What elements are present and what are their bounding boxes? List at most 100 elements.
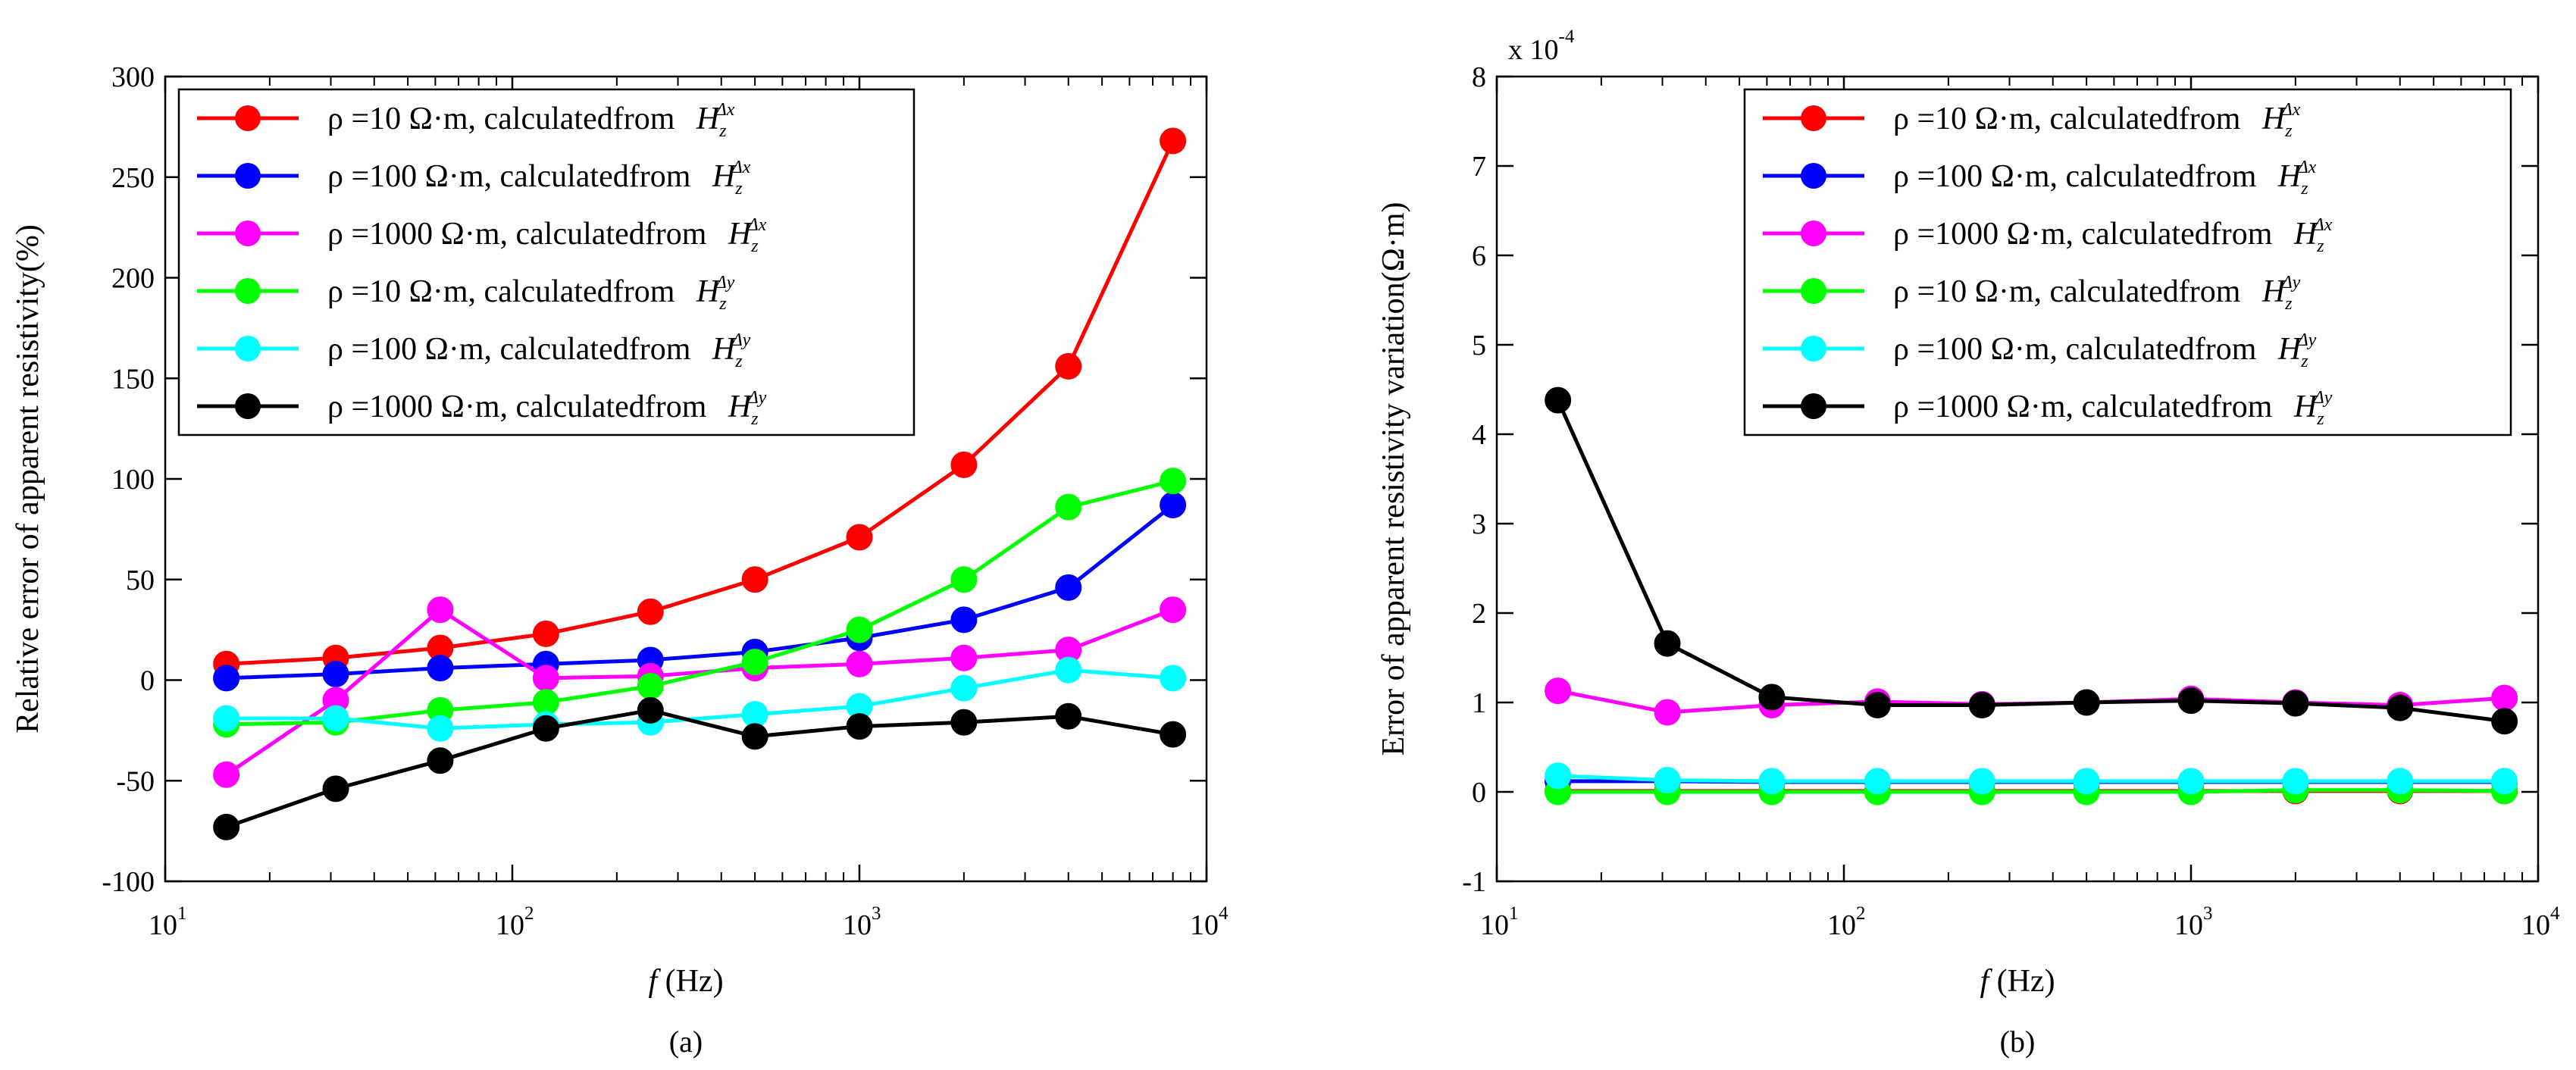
data-point: [1055, 656, 1082, 684]
legend-h-symbol: H: [688, 274, 721, 309]
series-line: [225, 608, 1174, 777]
data-point: [741, 649, 768, 676]
data-point: [427, 596, 454, 624]
legend-z-sub: z: [2284, 294, 2293, 314]
legend-z-sub: z: [734, 179, 743, 199]
data-point: [1968, 692, 1995, 719]
data-point: [1758, 684, 1786, 711]
legend-label: ρ =100 Ω·m, calculatedfrom Hz Δy: [327, 330, 751, 371]
data-point: [213, 761, 240, 788]
series-line: [1556, 399, 2505, 724]
data-point: [846, 524, 873, 551]
data-point: [532, 715, 559, 742]
data-point: [846, 650, 873, 677]
legend-h-symbol: H: [704, 159, 737, 194]
data-point: [427, 655, 454, 682]
legend-sup: Δy: [2281, 273, 2301, 293]
y-tick-label: -100: [102, 866, 155, 898]
legend-marker: [1801, 336, 1826, 361]
legend-h-symbol: H: [720, 390, 753, 424]
x-tick-label: 104: [2521, 903, 2560, 941]
legend-sup: Δy: [731, 330, 751, 350]
x-tick-base: 10: [149, 909, 177, 941]
data-point: [950, 644, 978, 671]
legend-z-sub: z: [750, 236, 759, 256]
y-multiplier-base: x 10: [1508, 34, 1559, 66]
data-point: [427, 715, 454, 742]
legend-label: ρ =100 Ω·m, calculatedfrom Hz Δy: [1893, 330, 2317, 371]
legend-h-symbol: H: [2286, 217, 2319, 252]
data-point: [2387, 768, 2414, 795]
y-tick-label: 1: [1472, 687, 1486, 719]
legend-label: ρ =100 Ω·m, calculatedfrom Hz Δx: [327, 158, 751, 199]
x-tick-exp: 4: [2550, 903, 2560, 924]
data-point: [1055, 702, 1082, 730]
data-point: [1864, 692, 1891, 719]
data-point: [2177, 768, 2205, 795]
y-tick-label: 0: [1472, 777, 1486, 809]
data-point: [1654, 630, 1681, 657]
x-axis-label: f (Hz): [1980, 964, 2055, 999]
y-tick-label: 200: [111, 263, 155, 295]
legend-sup: Δy: [715, 273, 735, 293]
legend-sup: Δx: [2313, 215, 2333, 235]
legend-h-symbol: H: [720, 217, 753, 252]
legend-label: ρ =10 Ω·m, calculatedfrom HzΔy: [1893, 273, 2301, 314]
legend-label: ρ =10 Ω·m, calculatedfrom HzΔx: [327, 100, 735, 141]
data-point: [846, 616, 873, 643]
series-2: [213, 596, 1187, 788]
data-point: [213, 813, 240, 840]
legend-label-text: ρ =1000 Ω·m, calculatedfrom: [327, 217, 707, 252]
legend-z-sub: z: [2316, 409, 2324, 429]
y-tick-label: 5: [1472, 330, 1486, 361]
legend-marker: [235, 393, 261, 419]
legend-label-text: ρ =10 Ω·m, calculatedfrom: [327, 274, 675, 309]
y-tick-label: 100: [111, 464, 155, 496]
legend-marker: [1801, 163, 1826, 189]
legend-marker: [1801, 278, 1826, 304]
data-point: [1545, 386, 1572, 414]
legend-sup: Δx: [2297, 158, 2317, 177]
y-axis-label: Relative error of apparent resistivity(%…: [11, 224, 45, 734]
y-tick-label: 6: [1472, 240, 1486, 272]
x-tick-label: 103: [2174, 903, 2213, 941]
data-point: [950, 674, 978, 702]
legend-z-sub: z: [2300, 179, 2308, 199]
legend-sup: Δx: [715, 100, 735, 120]
data-point: [427, 747, 454, 774]
data-point: [1160, 468, 1187, 495]
data-point: [532, 665, 559, 692]
y-tick-label: 4: [1472, 419, 1486, 451]
legend-sup: Δx: [747, 215, 767, 235]
legend-label-text: ρ =1000 Ω·m, calculatedfrom: [1893, 217, 2273, 252]
series-line: [226, 668, 1173, 731]
legend-z-sub: z: [718, 294, 727, 314]
y-tick-label: 3: [1472, 508, 1486, 540]
series-line: [1557, 788, 2505, 794]
legend-h-symbol: H: [2254, 274, 2287, 309]
legend-box: [177, 88, 916, 436]
y-tick-label: -1: [1462, 866, 1486, 898]
legend-label: ρ =1000 Ω·m, calculatedfrom HzΔx: [327, 215, 767, 256]
series-line: [225, 708, 1174, 829]
x-tick-base: 10: [1480, 909, 1509, 941]
x-tick-base: 10: [496, 909, 524, 941]
x-axis-unit: (Hz): [657, 964, 723, 999]
data-point: [1160, 665, 1187, 692]
data-point: [1160, 721, 1187, 748]
legend-box: [1743, 88, 2512, 436]
legend-label: ρ =10 Ω·m, calculatedfrom HzΔx: [1893, 100, 2301, 141]
legend-label: ρ =100 Ω·m, calculatedfrom Hz Δx: [1893, 158, 2317, 199]
data-point: [1055, 493, 1082, 521]
y-axis-label: Error of apparent resistivity variation(…: [1376, 202, 1411, 756]
data-point: [2073, 768, 2100, 795]
x-tick-exp: 1: [177, 903, 187, 924]
legend-marker: [235, 336, 261, 361]
data-point: [2491, 708, 2518, 735]
data-point: [950, 451, 978, 478]
series-line: [1557, 774, 2505, 784]
data-point: [741, 566, 768, 593]
y-tick-label: 50: [126, 565, 155, 596]
